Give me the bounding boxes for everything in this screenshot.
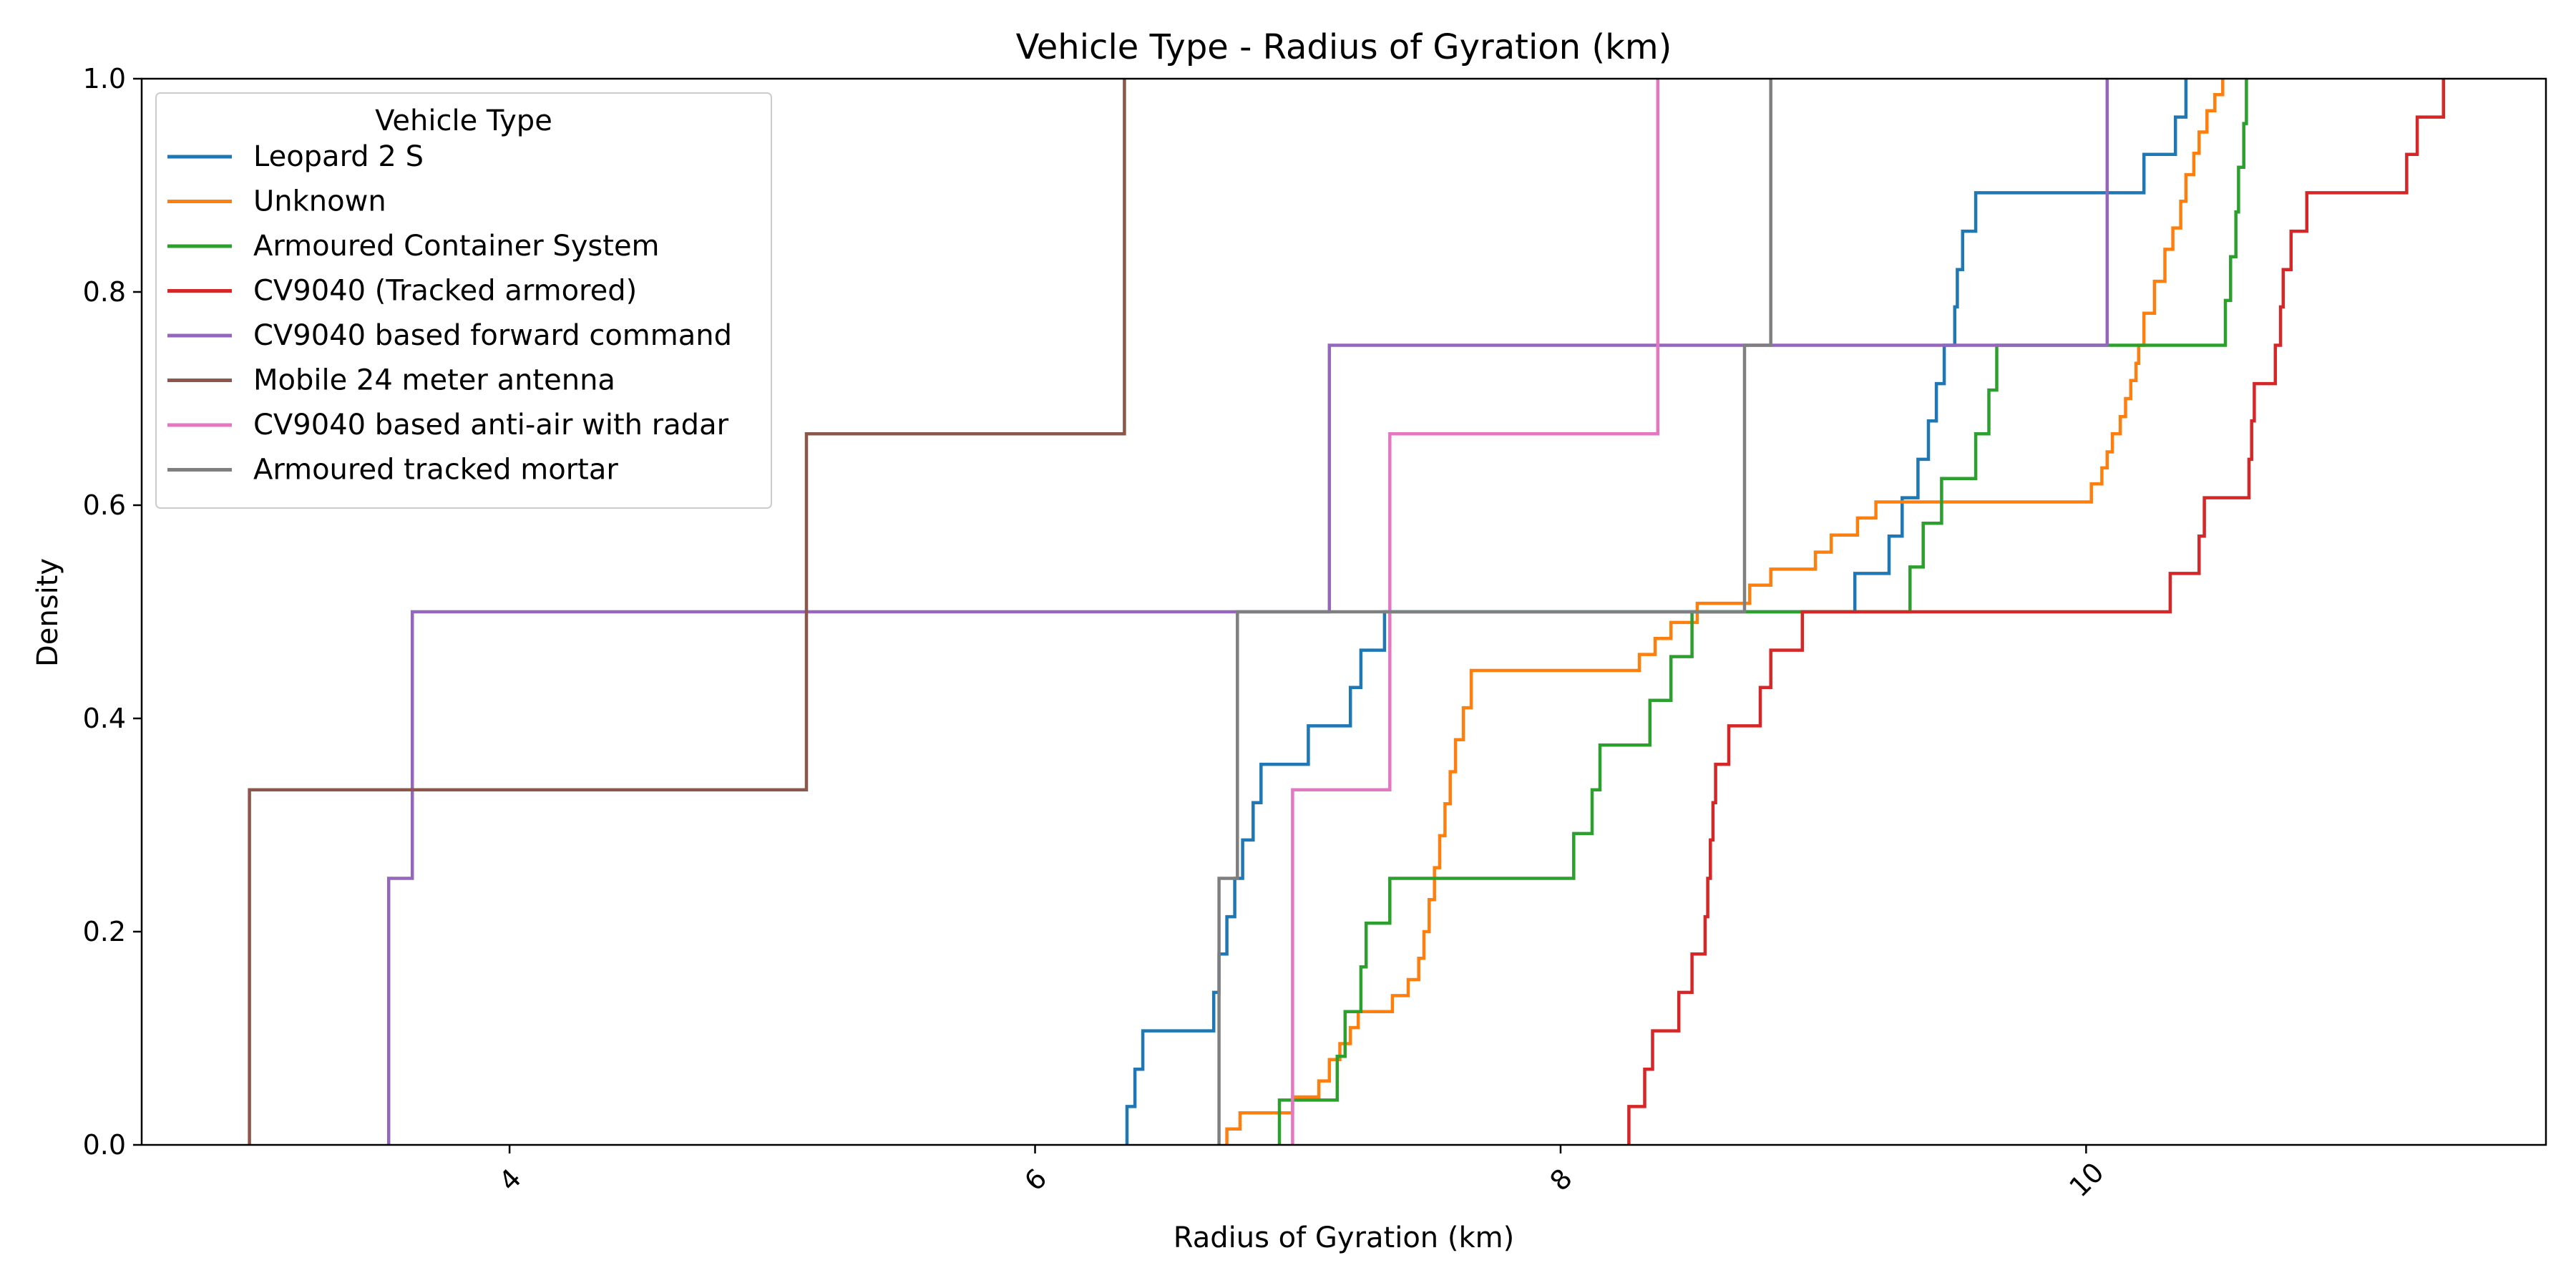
y-tick-label: 0.6 xyxy=(83,489,126,521)
series-line-cv9040-based-forward-command xyxy=(386,79,2109,1145)
legend-items: Leopard 2 S Unknown Armoured Container Sys… xyxy=(167,140,732,487)
x-axis-label: Radius of Gyration (km) xyxy=(1174,1221,1514,1254)
y-tick-label: 0.0 xyxy=(83,1129,126,1161)
legend-label: CV9040 based anti-air with radar xyxy=(253,409,729,441)
legend: Vehicle Type Leopard 2 S Unknown Armoured … xyxy=(155,92,772,509)
y-tick-label: 0.8 xyxy=(83,276,126,308)
plot-frame xyxy=(140,77,2547,1146)
legend-label: Leopard 2 S xyxy=(253,140,424,173)
series-layer xyxy=(248,79,2446,1145)
series-line-armoured-tracked-mortar xyxy=(1217,79,1772,1145)
y-tick-label: 1.0 xyxy=(83,63,126,94)
legend-title: Vehicle Type xyxy=(375,104,552,137)
y-tick-label: 0.4 xyxy=(83,703,126,734)
legend-box xyxy=(155,92,772,509)
y-axis-label: Density xyxy=(31,558,64,667)
legend-label: Unknown xyxy=(253,185,386,218)
legend-label: Armoured tracked mortar xyxy=(253,454,618,487)
y-axis: 0.0 0.2 0.4 0.6 0.8 1.0 xyxy=(83,63,142,1161)
chart-title: Vehicle Type - Radius of Gyration (km) xyxy=(1016,27,1672,67)
series-line-unknown xyxy=(1225,79,2225,1145)
legend-label: Mobile 24 meter antenna xyxy=(253,364,615,397)
y-tick-label: 0.2 xyxy=(83,916,126,947)
legend-label: Armoured Container System xyxy=(253,230,660,263)
legend-label: CV9040 (Tracked armored) xyxy=(253,275,637,308)
series-line-mobile-24-meter-antenna xyxy=(248,79,1126,1145)
series-line-cv9040-tracked-armored xyxy=(1627,79,2446,1145)
legend-label: CV9040 based forward command xyxy=(253,319,732,352)
